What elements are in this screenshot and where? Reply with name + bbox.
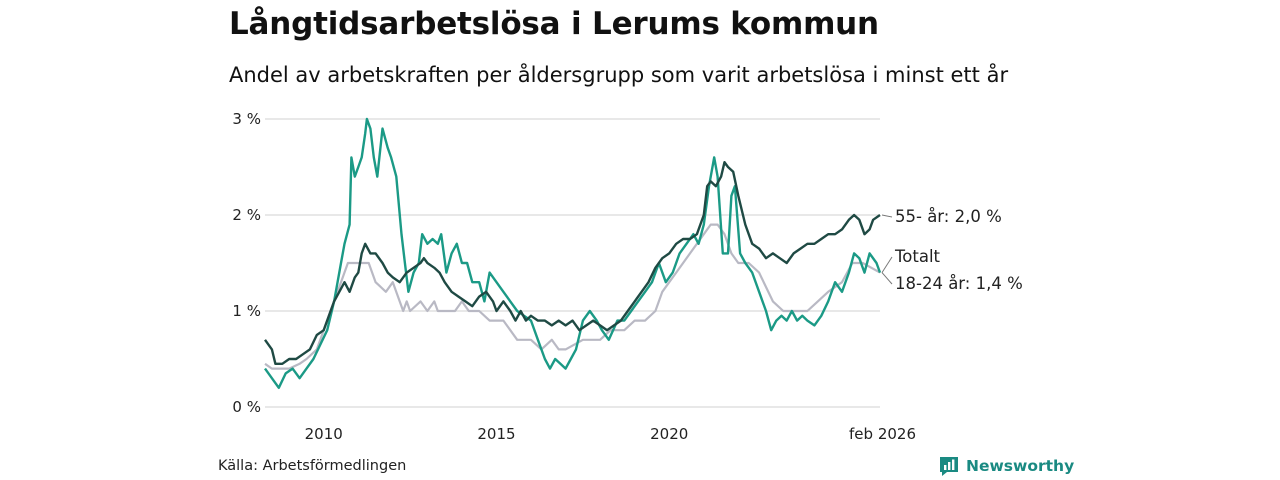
end-labels: Totalt 18-24 år: 1,4 % 55- år: 2,0 % (881, 207, 1023, 293)
series-line-18-24-r (264, 117, 882, 389)
leader-line-55-r (881, 214, 893, 218)
x-tick-label: 2010 (305, 425, 343, 443)
end-label-55-r: 55- år: 2,0 % (895, 207, 1002, 226)
y-tick-label: 0 % (232, 398, 261, 416)
leader-line-totalt (881, 256, 893, 273)
y-axis-ticks: 0 % 1 % 2 % 3 % (232, 110, 261, 416)
source-note: Källa: Arbetsförmedlingen (218, 458, 407, 474)
leader-line-18-24-r (881, 272, 893, 285)
y-tick-label: 2 % (232, 206, 261, 224)
series-line-55-r (264, 161, 881, 365)
x-axis-ticks: 2010 2015 2020 feb 2026 (305, 425, 916, 443)
chart-title: Långtidsarbetslösa i Lerums kommun (229, 6, 879, 42)
brand-name: Newsworthy (966, 457, 1075, 475)
series-line-totalt (264, 223, 881, 370)
x-tick-label: feb 2026 (849, 425, 916, 443)
y-tick-label: 1 % (232, 302, 261, 320)
series-lines (264, 117, 882, 389)
brand-logo: Newsworthy (938, 455, 1074, 477)
chart-subtitle: Andel av arbetskraften per åldersgrupp s… (229, 63, 1009, 87)
x-tick-label: 2015 (477, 425, 515, 443)
x-tick-label: 2020 (650, 425, 688, 443)
newsworthy-logo-icon (940, 457, 958, 476)
y-tick-label: 3 % (232, 110, 261, 128)
end-label-totalt: Totalt (894, 247, 941, 266)
end-label-18-24-r: 18-24 år: 1,4 % (895, 274, 1023, 293)
